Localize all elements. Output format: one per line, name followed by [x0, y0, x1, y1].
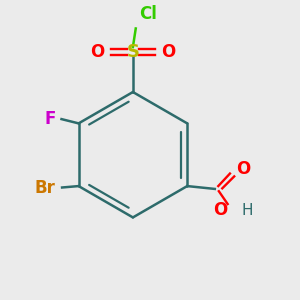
Text: Br: Br	[34, 178, 55, 196]
Text: O: O	[213, 201, 228, 219]
Text: O: O	[236, 160, 250, 178]
Text: O: O	[90, 43, 104, 61]
Text: O: O	[161, 43, 176, 61]
Text: Cl: Cl	[140, 5, 157, 23]
Text: F: F	[45, 110, 56, 128]
Text: S: S	[126, 43, 140, 61]
Text: H: H	[241, 203, 253, 218]
